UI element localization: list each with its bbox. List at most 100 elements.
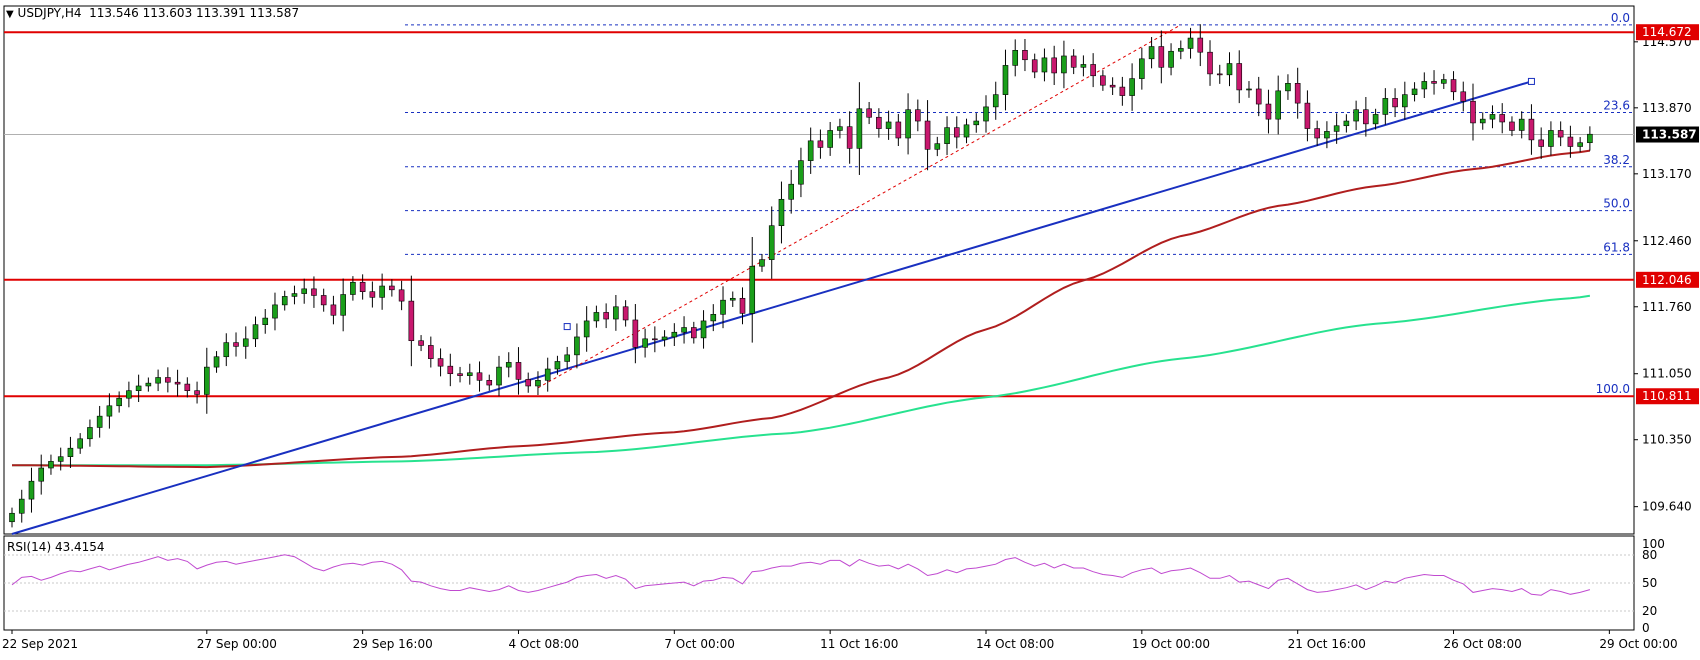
- candle[interactable]: [369, 281, 376, 308]
- candle[interactable]: [1275, 75, 1281, 135]
- candle[interactable]: [1372, 108, 1379, 130]
- candle[interactable]: [1051, 45, 1057, 86]
- candle[interactable]: [1557, 121, 1564, 147]
- candle[interactable]: [233, 332, 239, 357]
- candle[interactable]: [564, 346, 570, 370]
- candle[interactable]: [934, 136, 941, 157]
- candle[interactable]: [1197, 24, 1204, 67]
- candle[interactable]: [48, 454, 54, 475]
- candle[interactable]: [642, 328, 648, 358]
- candle[interactable]: [1577, 137, 1583, 153]
- trendline-handle[interactable]: [563, 323, 571, 331]
- candle[interactable]: [262, 309, 269, 334]
- candle[interactable]: [496, 355, 502, 397]
- candle[interactable]: [690, 321, 697, 344]
- candle[interactable]: [87, 419, 93, 447]
- candle[interactable]: [398, 280, 405, 311]
- candle[interactable]: [729, 291, 736, 307]
- candle[interactable]: [135, 374, 142, 402]
- candle[interactable]: [223, 333, 230, 367]
- candle[interactable]: [1333, 113, 1340, 144]
- candle[interactable]: [389, 279, 395, 297]
- candle[interactable]: [242, 326, 249, 359]
- candle[interactable]: [1587, 126, 1593, 151]
- candle[interactable]: [739, 287, 746, 325]
- candle[interactable]: [1002, 49, 1009, 111]
- candle[interactable]: [1090, 53, 1096, 88]
- candle[interactable]: [57, 447, 64, 471]
- candle[interactable]: [1431, 70, 1437, 95]
- candle[interactable]: [1470, 83, 1476, 141]
- candle[interactable]: [856, 82, 863, 175]
- candle[interactable]: [963, 118, 970, 144]
- candle[interactable]: [1314, 120, 1320, 146]
- candle[interactable]: [340, 278, 346, 332]
- candle[interactable]: [1499, 103, 1506, 134]
- candle[interactable]: [953, 116, 960, 149]
- candle[interactable]: [165, 367, 171, 393]
- dropdown-triangle-icon[interactable]: ▼: [6, 9, 14, 20]
- candle[interactable]: [1450, 71, 1457, 101]
- candle[interactable]: [301, 278, 308, 304]
- candle[interactable]: [944, 116, 950, 156]
- candle[interactable]: [885, 110, 892, 140]
- candle[interactable]: [554, 355, 561, 375]
- candle[interactable]: [145, 377, 152, 392]
- candle[interactable]: [992, 81, 999, 120]
- candle[interactable]: [1460, 81, 1467, 112]
- candle[interactable]: [603, 303, 609, 329]
- candle[interactable]: [1109, 77, 1116, 96]
- candle[interactable]: [1158, 30, 1165, 84]
- candle[interactable]: [1421, 72, 1428, 99]
- candle[interactable]: [632, 304, 639, 364]
- candle[interactable]: [9, 507, 15, 528]
- trendline[interactable]: [11, 80, 1532, 535]
- candle[interactable]: [622, 300, 629, 327]
- candle[interactable]: [778, 181, 785, 244]
- candle[interactable]: [476, 361, 483, 392]
- candle[interactable]: [1294, 67, 1301, 119]
- candle[interactable]: [1538, 127, 1544, 159]
- trendline-handle[interactable]: [1527, 77, 1535, 85]
- candle[interactable]: [320, 288, 327, 312]
- candle[interactable]: [1148, 37, 1155, 69]
- candle[interactable]: [126, 381, 132, 408]
- candle[interactable]: [1353, 100, 1359, 131]
- candle[interactable]: [574, 323, 580, 369]
- candle[interactable]: [613, 294, 619, 331]
- candle[interactable]: [1226, 52, 1233, 87]
- candle[interactable]: [155, 369, 161, 392]
- candle[interactable]: [1100, 70, 1106, 91]
- moving-average-short[interactable]: [12, 149, 1591, 469]
- candle[interactable]: [1489, 105, 1496, 129]
- candle[interactable]: [535, 371, 541, 396]
- candle[interactable]: [359, 274, 366, 300]
- candle[interactable]: [1411, 82, 1418, 102]
- candle[interactable]: [1119, 76, 1126, 106]
- candle[interactable]: [1363, 96, 1369, 137]
- candle[interactable]: [1343, 114, 1350, 133]
- candle[interactable]: [846, 111, 853, 164]
- candle[interactable]: [311, 276, 317, 308]
- candle[interactable]: [184, 377, 191, 398]
- candle[interactable]: [1382, 88, 1389, 125]
- candle[interactable]: [437, 348, 444, 377]
- candle[interactable]: [827, 121, 833, 156]
- candle[interactable]: [1304, 90, 1311, 142]
- candle[interactable]: [38, 454, 45, 495]
- candle[interactable]: [924, 100, 931, 171]
- candle[interactable]: [1255, 76, 1262, 117]
- candle[interactable]: [798, 147, 804, 198]
- candle[interactable]: [768, 206, 775, 279]
- candle[interactable]: [457, 366, 463, 383]
- candle[interactable]: [379, 273, 385, 310]
- candle[interactable]: [915, 99, 921, 132]
- candle[interactable]: [1041, 48, 1048, 82]
- candle[interactable]: [515, 347, 522, 395]
- candle[interactable]: [661, 330, 668, 347]
- candle[interactable]: [67, 436, 74, 468]
- candle[interactable]: [204, 347, 210, 414]
- candle[interactable]: [418, 335, 424, 352]
- candle[interactable]: [525, 372, 532, 393]
